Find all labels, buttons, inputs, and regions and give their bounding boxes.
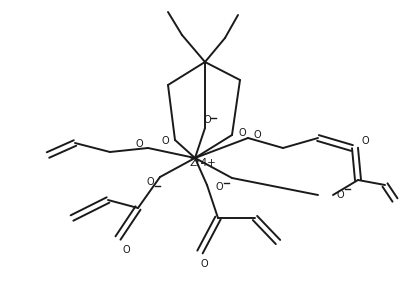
Text: O: O (200, 259, 208, 269)
Text: Zr4+: Zr4+ (190, 158, 216, 168)
Text: O: O (336, 190, 344, 200)
Text: O: O (122, 245, 130, 255)
Text: O: O (161, 136, 169, 146)
Text: O: O (146, 177, 154, 187)
Text: O: O (361, 136, 369, 146)
Text: O: O (203, 115, 211, 125)
Text: O: O (135, 139, 143, 149)
Text: O: O (253, 130, 261, 140)
Text: O: O (215, 182, 223, 192)
Text: O: O (238, 128, 246, 138)
